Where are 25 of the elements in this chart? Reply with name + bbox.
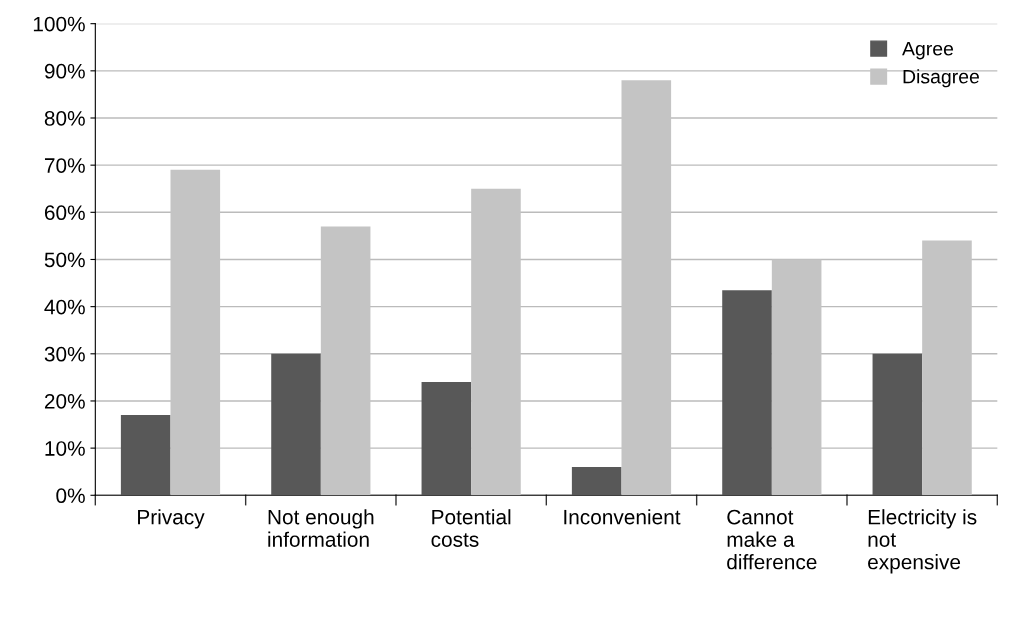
y-tick-label: 70%	[44, 158, 85, 173]
y-tick-label: 10%	[45, 441, 85, 456]
legend-label: Agree	[902, 41, 954, 60]
x-tick-label: Privacy	[138, 509, 205, 529]
x-tick-label: Electricity is not expensive	[868, 509, 977, 574]
x-tick-label: Cannot make a difference	[727, 509, 817, 570]
y-tick-label: 40%	[44, 299, 85, 315]
x-tick-label: Potential costs	[431, 509, 511, 547]
legend-label: Disagree	[903, 69, 979, 88]
x-tick-label: Inconvenient	[564, 509, 681, 525]
bar	[271, 353, 321, 496]
x-tick-label: Not enough information	[268, 509, 374, 547]
y-tick-label: 0%	[56, 488, 85, 504]
y-tick-label: 90%	[44, 63, 85, 79]
bar	[571, 466, 622, 496]
bar	[722, 290, 772, 496]
bar	[872, 353, 923, 496]
y-tick-label: 80%	[44, 111, 85, 126]
y-tick-label: 20%	[44, 393, 85, 409]
y-tick-label: 50%	[44, 252, 85, 268]
bar	[120, 415, 171, 496]
y-tick-label: 100%	[33, 16, 85, 32]
y-tick-label: 30%	[44, 346, 85, 362]
bar	[421, 382, 472, 496]
y-tick-label: 60%	[44, 205, 85, 221]
